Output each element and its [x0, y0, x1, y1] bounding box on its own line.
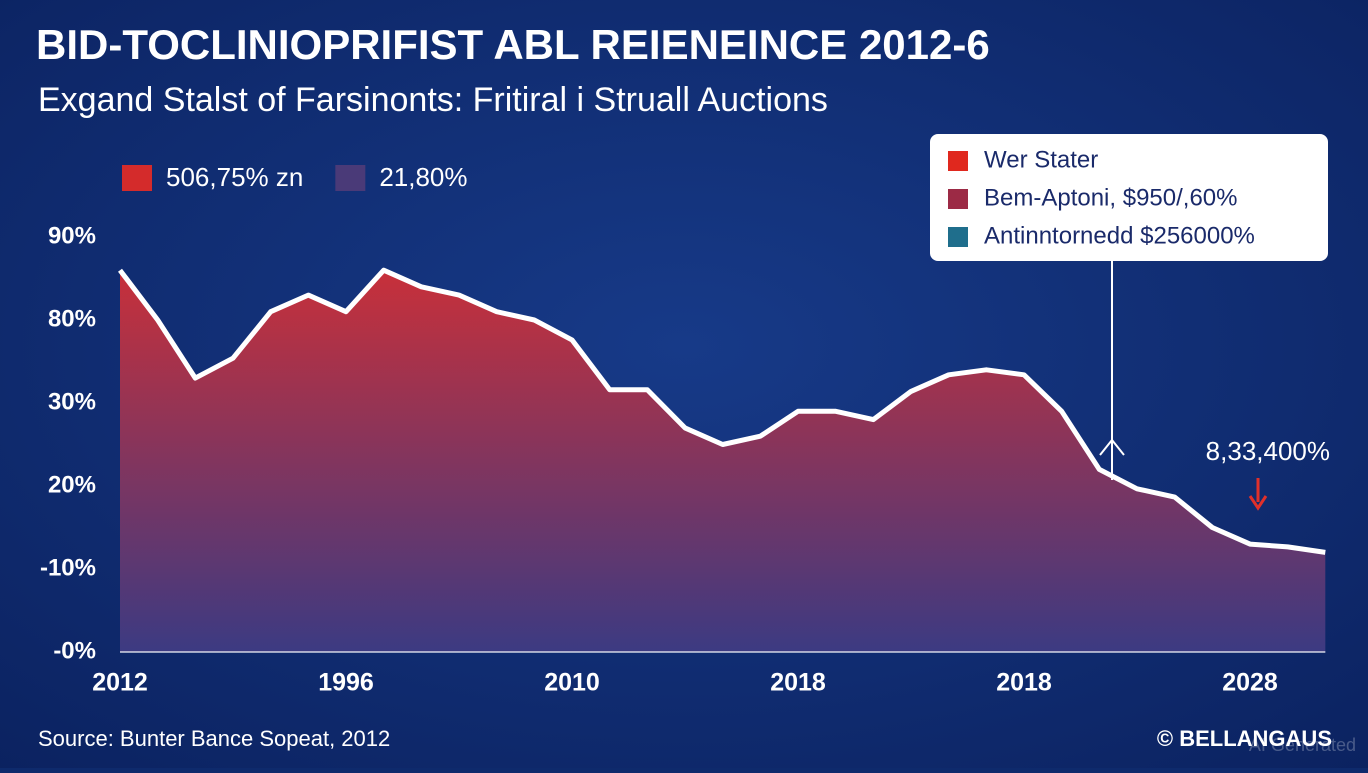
x-tick-label: 2028 — [1222, 669, 1278, 697]
area — [120, 270, 1326, 652]
line — [118, 267, 1326, 555]
y-tick-label: -10% — [40, 554, 96, 581]
y-tick-label: 20% — [48, 471, 96, 498]
legend-swatch — [335, 165, 366, 191]
legend-label: Wer Stater — [984, 146, 1098, 173]
annotation-arrowhead — [1248, 495, 1268, 511]
x-tick-label: 1996 — [318, 669, 374, 697]
legend-label: 506,75% zn — [166, 162, 303, 192]
y-tick-label: 80% — [48, 305, 96, 332]
legend-swatch — [948, 189, 968, 209]
legend-label: Bem-Aptoni, $950/,60% — [984, 184, 1238, 211]
watermark: AI Generated — [1249, 735, 1356, 755]
chart-title: BID-TOCLINIOPRIFIST ABL REIENEINCE 2012-… — [36, 21, 990, 68]
source: Source: Bunter Bance Sopeat, 2012 — [38, 726, 390, 751]
legend-swatch — [948, 227, 968, 247]
x-tick-label: 2010 — [544, 669, 600, 697]
annotation: 8,33,400% — [1206, 436, 1330, 466]
legend-box — [930, 134, 1328, 261]
pointer-arrow — [1099, 438, 1125, 456]
y-tick-label: 30% — [48, 388, 96, 415]
x-tick-label: 2012 — [92, 669, 148, 697]
legend-swatch — [122, 165, 152, 191]
legend-label: Antinntornedd $256000% — [984, 222, 1255, 249]
chart-subtitle: Exgand Stalst of Farsinonts: Fritiral i … — [38, 81, 828, 119]
legend-swatch — [948, 151, 968, 171]
y-tick-label: 90% — [48, 222, 96, 249]
x-tick-label: 2018 — [770, 669, 826, 697]
y-tick-label: -0% — [53, 637, 96, 664]
credit: © BELLANGAUS — [1157, 726, 1332, 751]
x-tick-label: 2018 — [996, 669, 1052, 697]
legend-label: 21,80% — [379, 162, 467, 192]
